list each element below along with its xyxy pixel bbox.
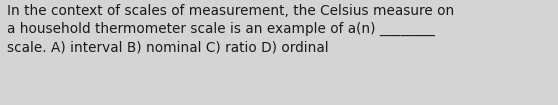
Text: In the context of scales of measurement, the Celsius measure on
a household ther: In the context of scales of measurement,… [7, 4, 455, 54]
